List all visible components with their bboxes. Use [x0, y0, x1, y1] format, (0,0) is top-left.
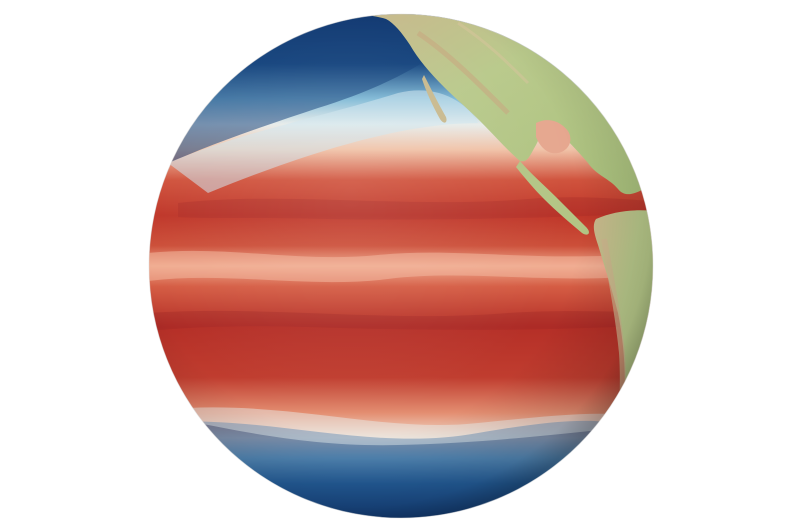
globe: [148, 13, 654, 519]
globe-image: [148, 13, 654, 519]
